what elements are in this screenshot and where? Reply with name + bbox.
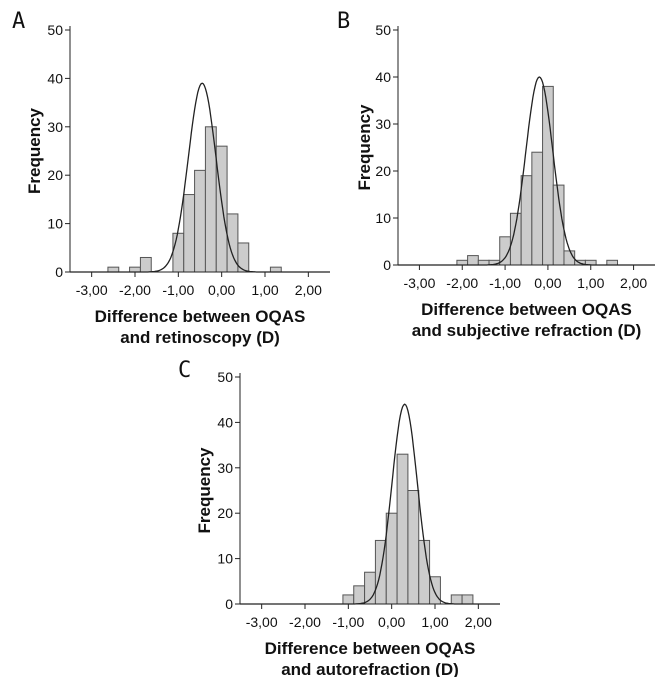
y-tick-label: 50	[47, 22, 63, 38]
x-tick-label: 2,00	[620, 275, 647, 291]
x-axis-title-line-2: and autorefraction (D)	[281, 660, 459, 677]
x-axis-title-line-2: and subjective refraction (D)	[412, 321, 642, 340]
histogram-bar	[396, 453, 409, 605]
histogram-bar	[477, 259, 490, 266]
histogram-bar	[531, 151, 544, 266]
histogram-panel-a: A 0 10 20 30 40 50 -3,00 -2,00 -1,00 0,00 1,00 2,00 F…	[0, 0, 340, 347]
y-tick-label: 40	[217, 414, 233, 430]
histogram-bar	[456, 259, 469, 266]
x-tick-label: 2,00	[465, 614, 492, 630]
y-axis-title: Frequency	[195, 447, 214, 534]
histogram-bar	[520, 175, 533, 266]
x-tick-label: -1,00	[162, 282, 194, 298]
y-tick-label: 0	[383, 257, 391, 273]
y-tick-label: 30	[217, 460, 233, 476]
x-tick-label: 0,00	[534, 275, 561, 291]
histogram-bar	[183, 194, 196, 273]
x-tick-label: -3,00	[246, 614, 278, 630]
histogram-chart-a: A 0 10 20 30 40 50 -3,00 -2,00 -1,00 0,00 1,00 2,00 F…	[12, 9, 330, 347]
y-tick-label: 20	[217, 505, 233, 521]
y-tick-label: 10	[217, 551, 233, 567]
histogram-bar	[450, 594, 463, 605]
histogram-bar	[129, 266, 141, 273]
y-tick-label: 30	[375, 116, 391, 132]
y-tick-label: 0	[225, 596, 233, 612]
x-axis-title-line-1: Difference between OQAS	[265, 639, 476, 658]
x-tick-label: -3,00	[403, 275, 435, 291]
y-tick-label: 10	[375, 210, 391, 226]
y-tick-label: 50	[375, 22, 391, 38]
histogram-bar	[461, 594, 474, 605]
x-tick-label: 1,00	[251, 282, 278, 298]
x-axis-title-line-1: Difference between OQAS	[421, 300, 632, 319]
histogram-bar	[342, 594, 355, 605]
histogram-bar	[269, 266, 282, 273]
x-tick-label: -1,00	[489, 275, 521, 291]
histogram-bar	[418, 539, 431, 605]
histogram-panel-c: C 0 10 20 30 40 50 -3,00 -2,00 -1,00 0,00 1,00 2,00 F…	[170, 355, 510, 677]
x-tick-label: -1,00	[332, 614, 364, 630]
x-tick-label: -2,00	[119, 282, 151, 298]
histogram-bar	[407, 490, 420, 605]
y-axis-title: Frequency	[25, 107, 44, 194]
x-tick-label: 1,00	[421, 614, 448, 630]
x-axis-title-line-1: Difference between OQAS	[95, 307, 306, 326]
histogram-bar	[107, 266, 120, 273]
y-tick-label: 30	[47, 119, 63, 135]
histogram-bar	[215, 145, 228, 273]
histogram-bar	[606, 259, 619, 266]
histogram-bar	[139, 256, 152, 273]
y-tick-label: 20	[375, 163, 391, 179]
histogram-chart-c: C 0 10 20 30 40 50 -3,00 -2,00 -1,00 0,00 1,00 2,00 F…	[178, 358, 500, 677]
y-tick-label: 50	[217, 369, 233, 385]
x-tick-label: -3,00	[76, 282, 108, 298]
histogram-panel-b: B 0 10 20 30 40 50 -3,00 -2,00 -1,00 0,00 1,00 2,00 F…	[335, 0, 669, 345]
x-tick-label: 2,00	[295, 282, 322, 298]
y-axis-title: Frequency	[355, 104, 374, 191]
x-tick-label: -2,00	[446, 275, 478, 291]
x-tick-label: 0,00	[208, 282, 235, 298]
histogram-bar	[353, 585, 366, 605]
y-tick-label: 20	[47, 167, 63, 183]
y-tick-label: 10	[47, 216, 63, 232]
histogram-bar	[172, 232, 185, 273]
y-tick-label: 0	[55, 264, 63, 280]
panel-label: A	[12, 9, 25, 34]
histogram-chart-b: B 0 10 20 30 40 50 -3,00 -2,00 -1,00 0,00 1,00 2,00 F…	[337, 9, 655, 340]
histogram-bar	[194, 169, 206, 273]
panel-label: B	[337, 9, 350, 34]
x-tick-label: 1,00	[577, 275, 604, 291]
histogram-bar	[467, 255, 479, 266]
x-axis-title-line-2: and retinoscopy (D)	[120, 328, 280, 347]
histogram-bar	[385, 512, 398, 605]
panel-label: C	[178, 358, 191, 383]
x-tick-label: -2,00	[289, 614, 321, 630]
x-tick-label: 0,00	[378, 614, 405, 630]
y-tick-label: 40	[375, 69, 391, 85]
y-tick-label: 40	[47, 70, 63, 86]
